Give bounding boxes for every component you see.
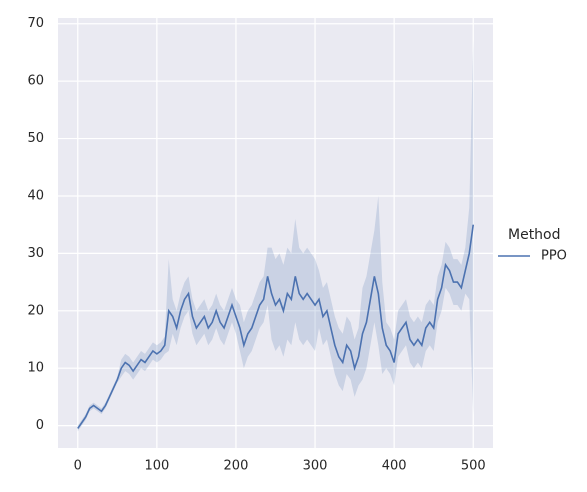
y-tick-label: 20 bbox=[27, 303, 44, 318]
x-tick-label: 400 bbox=[382, 459, 407, 474]
x-tick-label: 300 bbox=[303, 459, 328, 474]
y-tick-label: 40 bbox=[27, 188, 44, 203]
x-tick-label: 0 bbox=[74, 459, 82, 474]
y-tick-label: 70 bbox=[27, 16, 44, 31]
plot-area bbox=[58, 18, 493, 448]
legend-label: PPO bbox=[541, 249, 567, 264]
confidence-band bbox=[77, 40, 474, 432]
y-tick-label: 0 bbox=[36, 418, 44, 433]
x-tick-label: 200 bbox=[224, 459, 249, 474]
line bbox=[77, 224, 475, 429]
x-tick-label: 100 bbox=[144, 459, 169, 474]
y-tick-label: 50 bbox=[27, 131, 44, 146]
y-tick-label: 10 bbox=[27, 361, 44, 376]
x-tick-label: 500 bbox=[461, 459, 486, 474]
legend-title: Method bbox=[508, 227, 561, 243]
y-tick-label: 30 bbox=[27, 246, 44, 261]
y-tick-label: 60 bbox=[27, 74, 44, 89]
